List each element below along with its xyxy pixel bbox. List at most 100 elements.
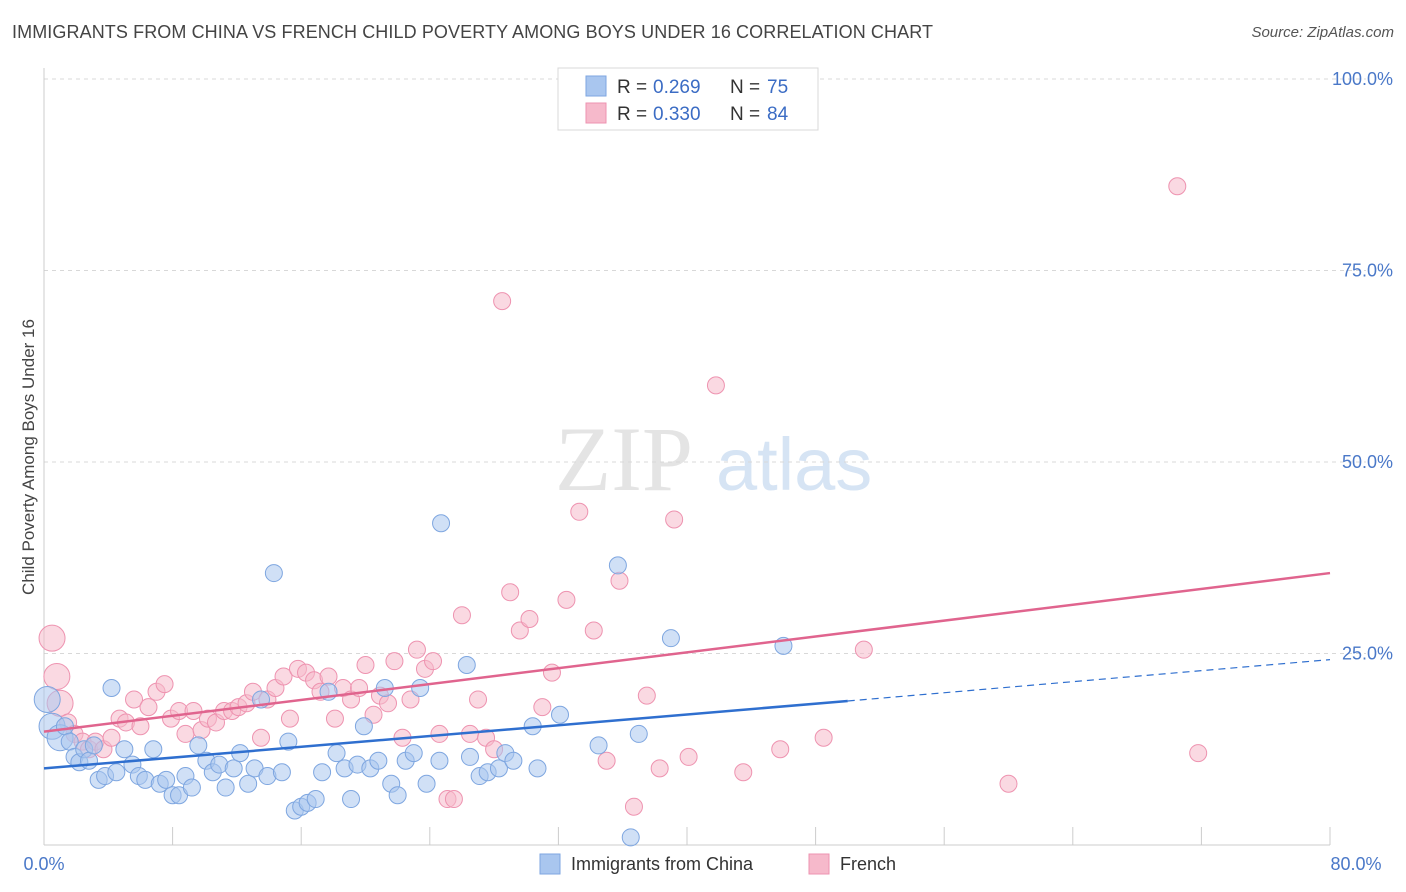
chart-title: IMMIGRANTS FROM CHINA VS FRENCH CHILD PO… bbox=[12, 22, 934, 42]
french-point-14 bbox=[139, 698, 158, 717]
china-point-43 bbox=[313, 763, 332, 782]
china-point-51 bbox=[369, 751, 388, 770]
china-point-8 bbox=[80, 751, 99, 770]
china-point-37 bbox=[272, 763, 291, 782]
french-point-12 bbox=[125, 690, 144, 709]
french-point-58 bbox=[469, 690, 488, 709]
legend-china-n-value: 75 bbox=[767, 77, 788, 98]
french-point-50 bbox=[407, 640, 426, 659]
legend-french-n-label: N = bbox=[730, 104, 760, 125]
china-trend-line-extension bbox=[847, 659, 1331, 702]
china-point-67 bbox=[504, 751, 523, 770]
y-tick-label-0: 25.0% bbox=[1342, 644, 1393, 664]
china-point-9 bbox=[84, 736, 103, 755]
french-point-73 bbox=[637, 686, 656, 705]
china-point-73 bbox=[629, 724, 648, 743]
china-point-74 bbox=[661, 629, 680, 648]
china-point-65 bbox=[489, 759, 508, 778]
china-point-14 bbox=[115, 740, 134, 759]
china-point-24 bbox=[182, 778, 201, 797]
french-trend-line bbox=[43, 571, 1331, 733]
french-point-43 bbox=[356, 655, 375, 674]
china-point-32 bbox=[239, 774, 258, 793]
legend-french-swatch bbox=[585, 102, 607, 124]
y-axis-title: Child Poverty Among Boys Under 16 bbox=[19, 319, 38, 595]
french-point-13 bbox=[131, 717, 150, 736]
bottom-legend-french-label: French bbox=[840, 854, 896, 874]
legend-french-r-value: 0.330 bbox=[653, 104, 701, 125]
trend-layer bbox=[43, 571, 1331, 770]
china-points bbox=[33, 514, 793, 847]
bottom-legend: Immigrants from China French bbox=[539, 853, 896, 875]
china-point-30 bbox=[224, 759, 243, 778]
french-point-62 bbox=[501, 583, 520, 602]
china-point-72 bbox=[608, 556, 627, 575]
french-point-29 bbox=[252, 728, 271, 747]
french-point-67 bbox=[557, 590, 576, 609]
x-tick-label-max: 80.0% bbox=[1330, 854, 1381, 874]
china-point-62 bbox=[460, 747, 479, 766]
china-point-54 bbox=[388, 786, 407, 805]
french-point-16 bbox=[155, 675, 174, 694]
french-point-33 bbox=[280, 709, 299, 728]
french-point-83 bbox=[1189, 744, 1208, 763]
y-tick-labels: 25.0% 50.0% 75.0% 100.0% bbox=[1332, 69, 1393, 664]
china-point-36 bbox=[264, 564, 283, 583]
china-point-47 bbox=[342, 790, 361, 809]
french-point-47 bbox=[385, 652, 404, 671]
china-point-71 bbox=[589, 736, 608, 755]
china-point-59 bbox=[430, 751, 449, 770]
french-point-55 bbox=[444, 790, 463, 809]
french-point-0 bbox=[38, 624, 66, 652]
french-point-84 bbox=[999, 774, 1018, 793]
china-point-0 bbox=[33, 685, 61, 713]
legend-french-n-value: 84 bbox=[767, 104, 789, 125]
french-point-9 bbox=[102, 728, 121, 747]
china-point-42 bbox=[306, 790, 325, 809]
french-point-68 bbox=[570, 502, 589, 521]
french-point-72 bbox=[624, 797, 643, 816]
china-point-49 bbox=[354, 717, 373, 736]
china-point-60 bbox=[432, 514, 451, 533]
french-point-52 bbox=[424, 652, 443, 671]
watermark: ZIP atlas bbox=[555, 408, 872, 510]
french-point-78 bbox=[734, 763, 753, 782]
french-point-77 bbox=[706, 376, 725, 395]
y-tick-label-2: 75.0% bbox=[1342, 261, 1393, 281]
china-point-38 bbox=[279, 732, 298, 751]
china-point-3 bbox=[55, 717, 74, 736]
china-point-29 bbox=[216, 778, 235, 797]
french-point-61 bbox=[493, 292, 512, 311]
french-point-66 bbox=[542, 663, 561, 682]
china-point-25 bbox=[189, 736, 208, 755]
french-point-44 bbox=[364, 705, 383, 724]
french-point-82 bbox=[1168, 177, 1187, 196]
bottom-legend-china-label: Immigrants from China bbox=[571, 854, 754, 874]
french-point-79 bbox=[771, 740, 790, 759]
french-point-70 bbox=[597, 751, 616, 770]
legend-china-r-value: 0.269 bbox=[653, 77, 701, 98]
y-tick-label-1: 50.0% bbox=[1342, 452, 1393, 472]
china-point-57 bbox=[411, 678, 430, 697]
french-point-46 bbox=[379, 694, 398, 713]
bottom-legend-china-swatch bbox=[539, 853, 561, 875]
chart-source: Source: ZipAtlas.com bbox=[1251, 24, 1394, 41]
french-point-49 bbox=[401, 690, 420, 709]
french-point-32 bbox=[274, 667, 293, 686]
french-point-64 bbox=[520, 610, 539, 629]
french-point-71 bbox=[610, 571, 629, 590]
french-point-39 bbox=[325, 709, 344, 728]
french-point-65 bbox=[533, 698, 552, 717]
french-point-1 bbox=[43, 662, 71, 690]
legend-french-r-label: R = bbox=[617, 104, 647, 125]
china-point-13 bbox=[107, 763, 126, 782]
french-point-69 bbox=[584, 621, 603, 640]
legend-china-swatch bbox=[585, 75, 607, 97]
grid-layer bbox=[44, 78, 1366, 654]
french-point-38 bbox=[319, 667, 338, 686]
french-point-76 bbox=[679, 747, 698, 766]
french-point-74 bbox=[650, 759, 669, 778]
china-point-76 bbox=[621, 828, 640, 847]
china-point-70 bbox=[551, 705, 570, 724]
